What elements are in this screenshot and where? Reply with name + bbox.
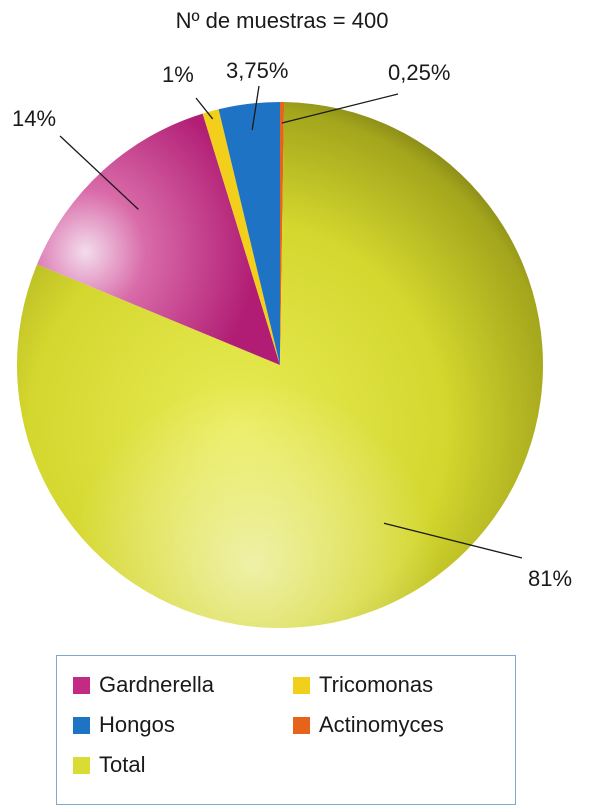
legend-swatch-gardnerella: [73, 676, 90, 694]
legend-swatch-tricomonas: [293, 676, 310, 694]
pie-highlight: [17, 102, 543, 628]
legend-label-actinomyces: Actinomyces: [319, 712, 444, 737]
pie-labels: 0,25% 81% 14% 1% 3,75%: [12, 58, 572, 591]
legend-item-gardnerella: Gardnerella: [73, 672, 214, 698]
legend-swatch-actinomyces: [293, 716, 310, 734]
leader-line-gardnerella: [59, 135, 139, 210]
legend-swatch-total: [73, 756, 90, 774]
legend-item-tricomonas: Tricomonas: [293, 672, 433, 698]
leader-line-tricomonas: [195, 97, 214, 120]
leader-line-hongos: [251, 85, 260, 131]
legend-label-hongos: Hongos: [99, 712, 175, 737]
legend: Gardnerella Tricomonas Hongos Actinomyce…: [56, 655, 516, 805]
legend-label-gardnerella: Gardnerella: [99, 672, 214, 697]
data-label-gardnerella: 14%: [12, 106, 56, 131]
legend-item-actinomyces: Actinomyces: [293, 712, 444, 738]
legend-label-total: Total: [99, 752, 146, 777]
legend-item-total: Total: [73, 752, 145, 778]
chart-title: Nº de muestras = 400: [176, 8, 389, 33]
legend-label-tricomonas: Tricomonas: [319, 672, 434, 697]
data-label-tricomonas: 1%: [162, 62, 194, 87]
legend-item-hongos: Hongos: [73, 712, 175, 738]
leader-line-total: [383, 522, 523, 559]
legend-swatch-hongos: [73, 716, 90, 734]
data-label-hongos: 3,75%: [226, 58, 288, 83]
data-label-actinomyces: 0,25%: [388, 60, 450, 85]
leader-line-actinomyces: [281, 93, 399, 124]
data-label-total: 81%: [528, 566, 572, 591]
